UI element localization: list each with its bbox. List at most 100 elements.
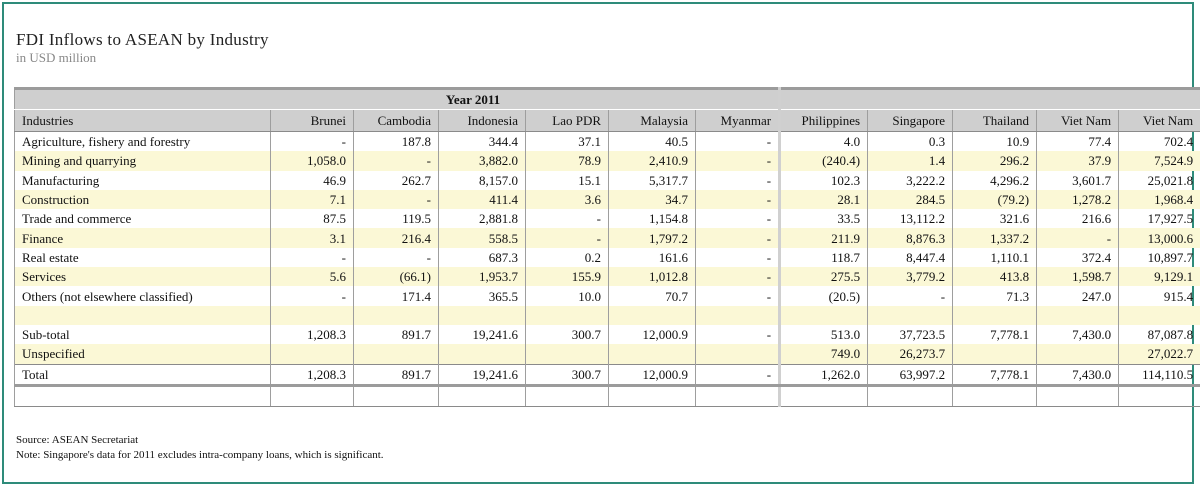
table-cell: (240.4): [779, 151, 869, 171]
table-row: Construction 7.1-411.4 3.6 34.7-28.1 284.5 (7…: [14, 189, 1200, 210]
row-label: Finance: [14, 228, 271, 248]
header-country: Myanmar: [694, 109, 782, 132]
row-label: Total: [14, 363, 271, 387]
table-subtitle: in USD million: [16, 50, 97, 65]
table-cell: (66.1): [353, 267, 439, 287]
table-cell: 296.2: [952, 151, 1038, 171]
total-row: Total 1,208.3 891.7 19,241.6 300.7 12,000.9-1…: [14, 363, 1200, 387]
table-cell: 87.5: [270, 209, 354, 229]
table-cell: 4.0: [779, 131, 869, 152]
table-row: Sub-total 1,208.3 891.7 19,241.6 300.7 12,000…: [14, 324, 1200, 345]
table-row: Manufacturing 46.9 262.7 8,157.0 15.1 5,317.7…: [14, 170, 1200, 190]
table-cell: [438, 344, 526, 365]
table-cell: [438, 385, 526, 408]
header-country: Thailand: [952, 109, 1038, 132]
table-cell: [525, 385, 609, 408]
header-country: Viet Nam: [1036, 109, 1120, 132]
table-cell: 19,241.6: [438, 324, 526, 345]
table-cell: [608, 344, 696, 365]
table-cell: 7,524.9: [1118, 151, 1200, 171]
data-note: Note: Singapore's data for 2011 excludes…: [16, 449, 384, 461]
table-cell: 70.7: [608, 286, 696, 306]
footer: Source: ASEAN Secretariat Note: Singapor…: [16, 433, 384, 463]
table-cell: 87,087.8: [1118, 324, 1200, 345]
row-label: [14, 305, 271, 325]
table-cell: [952, 385, 1038, 408]
table-row: Trade and commerce 87.5 119.5 2,881.8-1,154…: [14, 209, 1200, 229]
table-cell: 13,112.2: [867, 209, 954, 229]
table-cell: 891.7: [353, 363, 439, 387]
table-cell: 321.6: [952, 209, 1038, 229]
table-body: Agriculture, fishery and forestry -187.8 3…: [14, 131, 1200, 408]
table-cell: 8,447.4: [867, 247, 954, 268]
table-row: [14, 305, 1200, 325]
table-cell: -: [353, 189, 439, 210]
table-cell: 171.4: [353, 286, 439, 306]
table-cell: 37,723.5: [867, 324, 954, 345]
table-cell: 10.9: [952, 131, 1038, 152]
fdi-table: Year 2011 Industries Brunei Cambodia Indone…: [13, 87, 1200, 408]
row-label: Agriculture, fishery and forestry: [14, 131, 271, 152]
table-cell: 33.5: [779, 209, 869, 229]
table-cell: 1,262.0: [779, 363, 869, 387]
table-cell: 78.9: [525, 151, 609, 171]
table-cell: -: [694, 131, 782, 152]
row-label: Construction: [14, 189, 271, 210]
table-cell: -: [694, 189, 782, 210]
table-cell: 0.3: [867, 131, 954, 152]
table-cell: -: [353, 247, 439, 268]
table-cell: [694, 344, 782, 365]
table-cell: 3.1: [270, 228, 354, 248]
table-cell: -: [694, 170, 782, 190]
table-cell: 114,110.5: [1118, 363, 1200, 387]
table-cell: 749.0: [779, 344, 869, 365]
table-cell: 7.1: [270, 189, 354, 210]
table-cell: 1,797.2: [608, 228, 696, 248]
table-cell: 3,779.2: [867, 267, 954, 287]
table-cell: -: [694, 209, 782, 229]
table-cell: 1,208.3: [270, 324, 354, 345]
table-cell: [438, 305, 526, 325]
table-cell: [353, 344, 439, 365]
table-cell: 513.0: [779, 324, 869, 345]
table-row: Mining and quarrying 1,058.0-3,882.0 78.9 2…: [14, 151, 1200, 171]
table-cell: 365.5: [438, 286, 526, 306]
table-cell: -: [694, 228, 782, 248]
table-cell: -: [1036, 228, 1120, 248]
table-cell: [1036, 385, 1120, 408]
header-country: Indonesia: [438, 109, 526, 132]
row-label: Services: [14, 267, 271, 287]
table-cell: 2,881.8: [438, 209, 526, 229]
table-cell: 211.9: [779, 228, 869, 248]
table-cell: -: [694, 324, 782, 345]
table-cell: 5,317.7: [608, 170, 696, 190]
table-cell: 71.3: [952, 286, 1038, 306]
header-country: Cambodia: [353, 109, 439, 132]
table-cell: 40.5: [608, 131, 696, 152]
header-country: Viet Nam: [1118, 109, 1200, 132]
table-cell: [608, 305, 696, 325]
table-cell: 1,968.4: [1118, 189, 1200, 210]
header-country: Philippines: [779, 109, 869, 132]
column-header-row: Industries Brunei Cambodia Indonesia Lao PDR…: [14, 109, 1200, 132]
year-header-row: Year 2011: [13, 87, 1200, 110]
table-cell: 25,021.8: [1118, 170, 1200, 190]
header-country: Singapore: [867, 109, 954, 132]
table-cell: 1,012.8: [608, 267, 696, 287]
table-cell: 1,337.2: [952, 228, 1038, 248]
header-country: Malaysia: [608, 109, 696, 132]
table-row: Real estate - -687.3 0.2 161.6-118.7 8,447.4 1…: [14, 247, 1200, 268]
table-cell: 915.4: [1118, 286, 1200, 306]
table-cell: 3.6: [525, 189, 609, 210]
table-cell: 3,882.0: [438, 151, 526, 171]
table-cell: [270, 385, 354, 408]
header-industries: Industries: [14, 109, 271, 132]
table-cell: 344.4: [438, 131, 526, 152]
row-label: Real estate: [14, 247, 271, 268]
table-cell: 1,278.2: [1036, 189, 1120, 210]
table-cell: 247.0: [1036, 286, 1120, 306]
table-cell: 34.7: [608, 189, 696, 210]
table-cell: [270, 344, 354, 365]
table-cell: [525, 305, 609, 325]
table-cell: 7,430.0: [1036, 363, 1120, 387]
